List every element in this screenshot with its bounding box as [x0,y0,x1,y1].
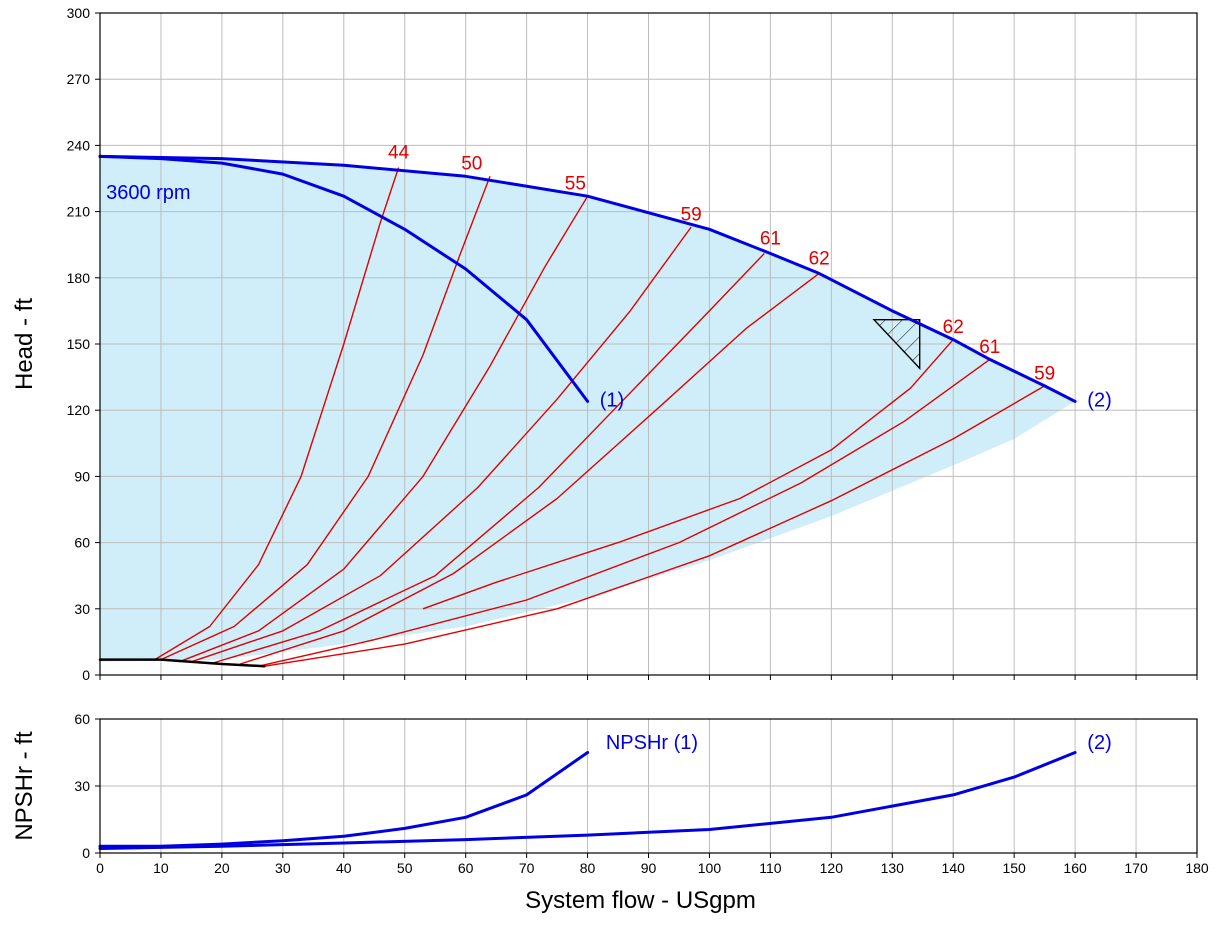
annotation-label: NPSHr (1) [606,732,698,754]
x-tick-label: 60 [458,860,474,876]
x-tick-label: 30 [275,860,291,876]
efficiency-label: 55 [565,174,586,195]
annotation-label: (2) [1087,390,1111,412]
annotation-label: (2) [1087,732,1111,754]
x-tick-label: 180 [1185,860,1209,876]
y-axis-label: NPSHr - ft [11,731,38,841]
efficiency-label: 59 [681,204,702,225]
y-tick-label: 60 [74,535,90,551]
x-tick-label: 0 [96,860,104,876]
x-tick-label: 70 [519,860,535,876]
y-tick-label: 60 [74,711,90,727]
panel-npshr: NPSHr (1) (2) 0 30 60 0 10 20 30 40 50 60 70 80 90 100 1… [11,711,1209,914]
x-tick-label: 40 [336,860,352,876]
efficiency-curve-61 [209,253,765,665]
efficiency-label: 61 [979,337,1000,358]
panel-head: 44 50 55 59 61 62 62 61 59 3600 rpm (1) (2) 0 30 60 90 1… [11,5,1198,683]
y-tick-label: 150 [67,336,91,352]
y-tick-label: 30 [74,778,90,794]
efficiency-curve-50 [160,176,491,661]
y-tick-label: 120 [67,402,91,418]
y-tick-label: 210 [67,204,91,220]
efficiency-label: 62 [809,249,830,270]
x-tick-label: 160 [1063,860,1087,876]
series-line-1 [98,751,1077,850]
annotation-label: 3600 rpm [106,182,191,204]
x-tick-label: 100 [698,860,722,876]
x-tick-label: 150 [1002,860,1026,876]
x-tick-label: 170 [1124,860,1148,876]
y-tick-label: 90 [74,468,90,484]
y-tick-label: 180 [67,270,91,286]
x-tick-label: 50 [397,860,413,876]
series-line-1 [98,154,1077,403]
x-tick-label: 130 [881,860,905,876]
efficiency-curve-61 [258,358,991,667]
y-tick-label: 240 [67,137,91,153]
series-line-0 [98,154,590,403]
y-tick-label: 270 [67,71,91,87]
best-efficiency-marker [872,319,921,371]
efficiency-curve-62 [422,339,954,610]
x-tick-label: 140 [942,860,966,876]
x-tick-label: 110 [759,860,782,876]
efficiency-curve-44 [154,167,400,661]
efficiency-curve-59 [264,385,1045,667]
x-tick-label: 20 [214,860,230,876]
efficiency-label: 61 [760,229,781,250]
efficiency-label: 44 [388,143,410,164]
efficiency-curve-59 [191,226,692,663]
efficiency-curve-55 [178,195,589,663]
efficiency-label: 59 [1034,363,1055,384]
efficiency-label: 50 [461,154,482,175]
efficiency-curve-62 [239,272,820,665]
x-tick-label: 80 [580,860,596,876]
y-tick-label: 0 [82,845,90,861]
series-line-2 [98,658,266,668]
x-tick-label: 10 [153,860,169,876]
annotation-label: (1) [600,390,624,412]
efficiency-label: 62 [943,317,964,338]
x-axis-label: System flow - USgpm [525,887,756,914]
y-tick-label: 300 [67,5,91,21]
x-tick-label: 120 [820,860,844,876]
y-tick-label: 30 [74,601,90,617]
y-axis-label: Head - ft [11,298,38,390]
y-tick-label: 0 [82,667,90,683]
x-tick-label: 90 [641,860,657,876]
